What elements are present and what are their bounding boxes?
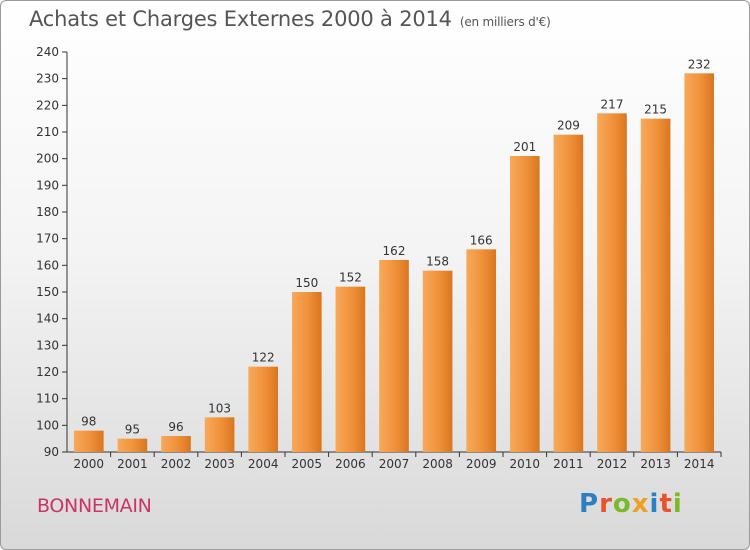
logo-letter: i: [649, 489, 660, 519]
bar: [379, 260, 409, 452]
x-tick-label: 2009: [466, 457, 497, 471]
chart-title: Achats et Charges Externes 2000 à 2014 (e…: [29, 7, 551, 31]
bar: [597, 113, 627, 452]
data-label: 215: [644, 103, 667, 117]
data-label: 122: [252, 351, 275, 365]
data-label: 217: [601, 97, 624, 111]
data-label: 209: [557, 119, 580, 133]
x-tick-label: 2010: [510, 457, 541, 471]
x-tick-label: 2014: [684, 457, 715, 471]
bar: [117, 438, 148, 452]
y-tick-label: 210: [36, 125, 59, 139]
x-tick-label: 2000: [74, 457, 105, 471]
bar: [640, 118, 671, 453]
x-tick-label: 2013: [640, 457, 671, 471]
bar: [466, 249, 497, 452]
data-label: 98: [81, 415, 96, 429]
y-tick-label: 140: [36, 312, 59, 326]
y-tick-label: 230: [36, 72, 59, 86]
town-name: BONNEMAIN: [37, 495, 152, 517]
bar: [553, 134, 584, 452]
logo-letter: t: [659, 489, 673, 519]
y-tick-label: 110: [36, 392, 59, 406]
y-tick-label: 120: [36, 365, 59, 379]
data-label: 103: [208, 401, 231, 415]
y-tick-label: 130: [36, 338, 59, 352]
y-tick-label: 190: [36, 178, 59, 192]
x-tick-label: 2001: [117, 457, 148, 471]
bar: [73, 430, 104, 452]
x-tick-label: 2004: [248, 457, 279, 471]
y-tick-label: 160: [36, 258, 59, 272]
y-tick-label: 100: [36, 418, 59, 432]
y-tick-label: 180: [36, 205, 59, 219]
x-tick-label: 2007: [379, 457, 410, 471]
proxiti-logo: Proxiti: [579, 489, 683, 519]
data-label: 162: [383, 244, 406, 258]
data-label: 232: [688, 57, 711, 71]
data-label: 150: [295, 276, 318, 290]
x-tick-label: 2006: [335, 457, 366, 471]
logo-letter: i: [672, 489, 683, 519]
y-tick-label: 90: [44, 445, 59, 459]
bar: [422, 270, 453, 452]
logo-letter: P: [579, 489, 600, 519]
y-tick-label: 150: [36, 285, 59, 299]
logo-letter: x: [631, 489, 650, 519]
data-label: 152: [339, 271, 362, 285]
bar: [509, 156, 540, 452]
logo-letter: o: [612, 489, 632, 519]
chart-title-text: Achats et Charges Externes 2000 à 2014: [29, 7, 452, 31]
x-tick-label: 2012: [597, 457, 628, 471]
y-tick-label: 240: [36, 45, 59, 59]
bar: [684, 73, 715, 452]
bar: [161, 436, 191, 452]
x-tick-label: 2003: [204, 457, 235, 471]
data-label: 158: [426, 255, 449, 269]
data-label: 201: [513, 140, 536, 154]
y-tick-label: 220: [36, 98, 59, 112]
logo-letter: r: [599, 489, 613, 519]
x-tick-label: 2011: [553, 457, 584, 471]
data-label: 96: [168, 420, 183, 434]
bar: [335, 286, 366, 452]
x-tick-label: 2002: [161, 457, 192, 471]
data-label: 95: [125, 423, 140, 437]
chart-subtitle: (en milliers d'€): [459, 15, 551, 29]
bar: [248, 366, 279, 452]
data-label: 166: [470, 233, 493, 247]
x-tick-label: 2005: [292, 457, 323, 471]
x-tick-label: 2008: [422, 457, 453, 471]
bar: [291, 292, 322, 452]
y-tick-label: 170: [36, 232, 59, 246]
y-tick-label: 200: [36, 152, 59, 166]
bar: [204, 417, 235, 452]
